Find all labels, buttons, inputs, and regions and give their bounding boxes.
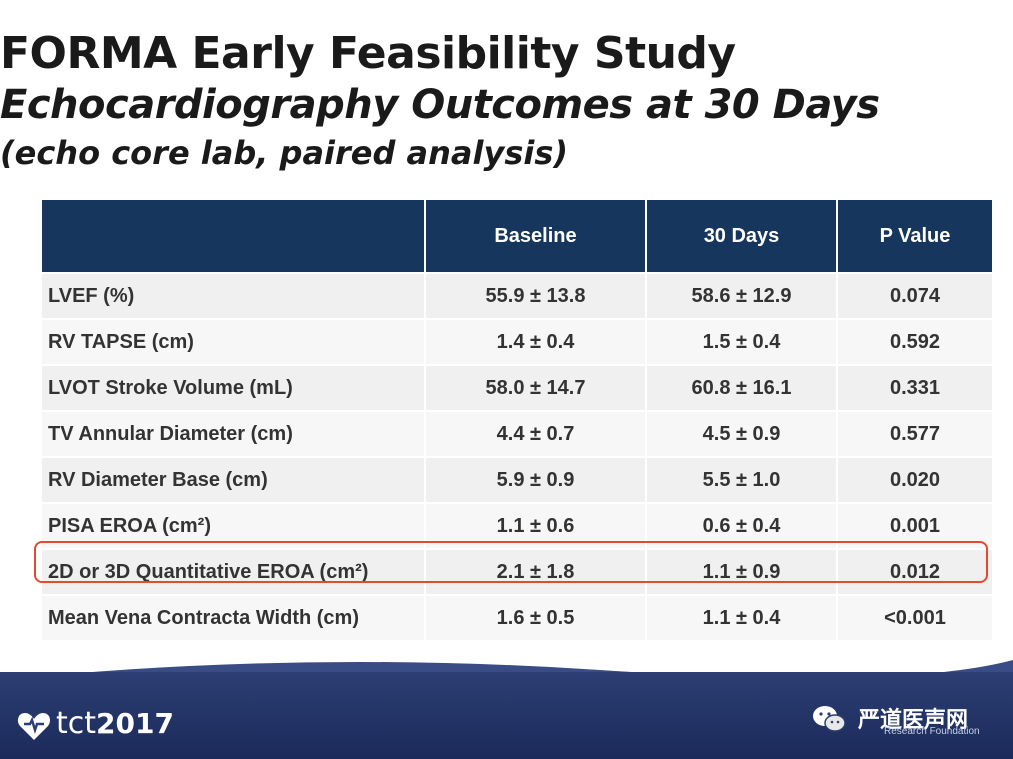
cell-30-days: 58.6 ± 12.9 bbox=[645, 272, 836, 318]
cell-30-days: 1.1 ± 0.4 bbox=[645, 594, 836, 640]
heart-logo-icon bbox=[17, 713, 51, 740]
slide-subtitle-note: (echo core lab, paired analysis) bbox=[0, 134, 569, 172]
table-body: LVEF (%) 55.9 ± 13.8 58.6 ± 12.9 0.074 RV TA… bbox=[42, 272, 992, 640]
cell-30-days: 1.5 ± 0.4 bbox=[645, 318, 836, 364]
row-label: RV Diameter Base (cm) bbox=[42, 456, 424, 502]
cell-p-value: 0.012 bbox=[836, 548, 992, 594]
table-row: RV TAPSE (cm) 1.4 ± 0.4 1.5 ± 0.4 0.592 bbox=[42, 318, 992, 364]
cell-p-value: 0.331 bbox=[836, 364, 992, 410]
table-row: PISA EROA (cm²) 1.1 ± 0.6 0.6 ± 0.4 0.001 bbox=[42, 502, 992, 548]
cell-baseline: 1.1 ± 0.6 bbox=[424, 502, 645, 548]
cell-30-days: 60.8 ± 16.1 bbox=[645, 364, 836, 410]
row-label: 2D or 3D Quantitative EROA (cm²) bbox=[42, 548, 424, 594]
watermark-text: 严道医声网 bbox=[858, 708, 969, 733]
slide-title: FORMA Early Feasibility Study bbox=[0, 28, 736, 79]
header-blank bbox=[42, 200, 424, 272]
header-baseline: Baseline bbox=[424, 200, 645, 272]
cell-baseline: 2.1 ± 1.8 bbox=[424, 548, 645, 594]
table-row: LVEF (%) 55.9 ± 13.8 58.6 ± 12.9 0.074 bbox=[42, 272, 992, 318]
footer-band bbox=[0, 672, 1013, 759]
cell-baseline: 4.4 ± 0.7 bbox=[424, 410, 645, 456]
outcomes-table: Baseline 30 Days P Value LVEF (%) 55.9 ± … bbox=[42, 200, 992, 640]
row-label: TV Annular Diameter (cm) bbox=[42, 410, 424, 456]
row-highlight-box bbox=[34, 541, 988, 583]
cell-baseline: 1.4 ± 0.4 bbox=[424, 318, 645, 364]
header-p-value: P Value bbox=[836, 200, 992, 272]
table-row: LVOT Stroke Volume (mL) 58.0 ± 14.7 60.8 ±… bbox=[42, 364, 992, 410]
cell-p-value: 0.020 bbox=[836, 456, 992, 502]
row-label: LVEF (%) bbox=[42, 272, 424, 318]
wechat-icon bbox=[813, 706, 846, 732]
watermark: 严道医声网 bbox=[812, 700, 1012, 746]
cell-baseline: 5.9 ± 0.9 bbox=[424, 456, 645, 502]
cell-baseline: 58.0 ± 14.7 bbox=[424, 364, 645, 410]
table-row: RV Diameter Base (cm) 5.9 ± 0.9 5.5 ± 1.0 0… bbox=[42, 456, 992, 502]
cell-p-value: 0.592 bbox=[836, 318, 992, 364]
cell-30-days: 5.5 ± 1.0 bbox=[645, 456, 836, 502]
table-row: 2D or 3D Quantitative EROA (cm²) 2.1 ± 1.… bbox=[42, 548, 992, 594]
cell-30-days: 0.6 ± 0.4 bbox=[645, 502, 836, 548]
row-label: RV TAPSE (cm) bbox=[42, 318, 424, 364]
table-row: Mean Vena Contracta Width (cm) 1.6 ± 0.5 1… bbox=[42, 594, 992, 640]
cell-30-days: 4.5 ± 0.9 bbox=[645, 410, 836, 456]
row-label: LVOT Stroke Volume (mL) bbox=[42, 364, 424, 410]
table-header-row: Baseline 30 Days P Value bbox=[42, 200, 992, 272]
cell-30-days: 1.1 ± 0.9 bbox=[645, 548, 836, 594]
cell-baseline: 1.6 ± 0.5 bbox=[424, 594, 645, 640]
slide-subtitle: Echocardiography Outcomes at 30 Days bbox=[0, 82, 880, 128]
cell-p-value: 0.074 bbox=[836, 272, 992, 318]
header-30-days: 30 Days bbox=[645, 200, 836, 272]
row-label: Mean Vena Contracta Width (cm) bbox=[42, 594, 424, 640]
logo-year: 2017 bbox=[96, 707, 174, 740]
table-row: TV Annular Diameter (cm) 4.4 ± 0.7 4.5 ± 0… bbox=[42, 410, 992, 456]
cell-p-value: 0.577 bbox=[836, 410, 992, 456]
tct-logo-text: tct2017 bbox=[56, 706, 174, 741]
row-label: PISA EROA (cm²) bbox=[42, 502, 424, 548]
logo-tct: tct bbox=[56, 706, 97, 741]
cell-p-value: <0.001 bbox=[836, 594, 992, 640]
cell-baseline: 55.9 ± 13.8 bbox=[424, 272, 645, 318]
org-subtitle: Research Foundation bbox=[884, 726, 980, 737]
cell-p-value: 0.001 bbox=[836, 502, 992, 548]
